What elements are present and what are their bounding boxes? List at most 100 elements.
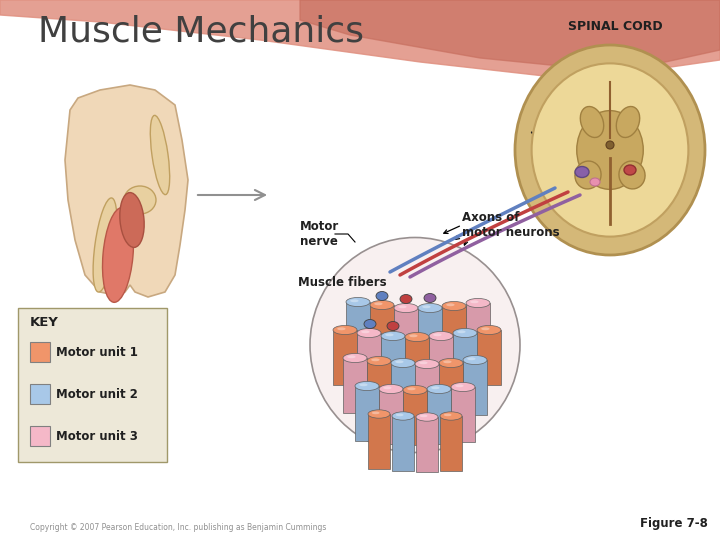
Ellipse shape [439, 359, 463, 368]
Ellipse shape [346, 298, 370, 307]
Ellipse shape [418, 303, 442, 313]
Ellipse shape [619, 161, 645, 189]
Ellipse shape [368, 410, 390, 418]
Ellipse shape [431, 386, 440, 389]
Ellipse shape [580, 106, 603, 138]
Ellipse shape [403, 386, 427, 395]
Bar [391, 363, 415, 418]
Ellipse shape [422, 305, 431, 308]
Ellipse shape [616, 106, 639, 138]
Ellipse shape [333, 326, 357, 335]
Ellipse shape [415, 360, 439, 369]
Bar [466, 303, 490, 358]
Ellipse shape [391, 359, 415, 368]
Bar [30, 384, 50, 404]
Bar [442, 306, 466, 361]
Ellipse shape [409, 334, 418, 338]
Ellipse shape [124, 186, 156, 214]
Bar [463, 360, 487, 415]
Ellipse shape [381, 332, 405, 341]
Bar [30, 426, 50, 446]
Ellipse shape [379, 384, 403, 394]
Bar [392, 416, 414, 471]
Polygon shape [0, 0, 720, 80]
Ellipse shape [575, 161, 601, 189]
Ellipse shape [337, 327, 346, 330]
Ellipse shape [387, 321, 399, 330]
Ellipse shape [467, 357, 476, 360]
Ellipse shape [355, 381, 379, 390]
Ellipse shape [93, 198, 117, 292]
Bar [346, 302, 370, 357]
Bar [440, 416, 462, 471]
Ellipse shape [429, 332, 453, 341]
Ellipse shape [396, 414, 403, 416]
Text: KEY: KEY [30, 315, 59, 328]
Bar [427, 389, 451, 444]
Ellipse shape [444, 360, 451, 363]
Ellipse shape [102, 208, 133, 302]
Bar [405, 337, 429, 392]
Polygon shape [300, 0, 720, 72]
Ellipse shape [372, 411, 379, 414]
Ellipse shape [385, 333, 394, 336]
Ellipse shape [577, 111, 643, 190]
Ellipse shape [446, 303, 454, 306]
Bar [370, 305, 394, 360]
Text: Copyright © 2007 Pearson Education, Inc. publishing as Benjamin Cummings: Copyright © 2007 Pearson Education, Inc.… [30, 523, 326, 532]
Ellipse shape [395, 360, 404, 363]
Bar [416, 417, 438, 472]
Ellipse shape [515, 45, 705, 255]
Ellipse shape [343, 354, 367, 362]
Bar [394, 308, 418, 363]
Ellipse shape [463, 355, 487, 364]
Bar [429, 336, 453, 391]
Text: Motor unit 1: Motor unit 1 [56, 346, 138, 359]
Bar [357, 333, 381, 388]
Polygon shape [65, 85, 188, 297]
Text: SPINAL CORD: SPINAL CORD [567, 20, 662, 33]
Ellipse shape [457, 330, 466, 333]
Bar [477, 330, 501, 385]
Ellipse shape [442, 301, 466, 310]
Text: Muscle Mechanics: Muscle Mechanics [38, 15, 364, 49]
Ellipse shape [470, 300, 479, 303]
Ellipse shape [150, 116, 170, 194]
Ellipse shape [372, 359, 379, 361]
Bar [333, 330, 357, 385]
Bar [415, 364, 439, 419]
Ellipse shape [575, 166, 589, 178]
Ellipse shape [427, 384, 451, 394]
Ellipse shape [398, 305, 407, 308]
Bar [439, 363, 463, 418]
Ellipse shape [416, 413, 438, 421]
Ellipse shape [347, 355, 356, 358]
Ellipse shape [394, 303, 418, 313]
Bar [381, 336, 405, 391]
Ellipse shape [350, 299, 359, 302]
Ellipse shape [408, 387, 415, 390]
Ellipse shape [359, 383, 368, 386]
Ellipse shape [364, 320, 376, 328]
Circle shape [606, 141, 614, 149]
Ellipse shape [481, 327, 490, 330]
Bar [367, 361, 391, 416]
Ellipse shape [444, 414, 451, 416]
Ellipse shape [357, 328, 381, 338]
Text: Axons of
motor neurons: Axons of motor neurons [462, 211, 559, 239]
Ellipse shape [376, 292, 388, 300]
Ellipse shape [400, 294, 412, 303]
Text: Figure 7-8: Figure 7-8 [640, 517, 708, 530]
Bar [30, 342, 50, 362]
Ellipse shape [440, 412, 462, 420]
Text: Muscle fibers: Muscle fibers [298, 275, 387, 288]
Ellipse shape [477, 326, 501, 335]
Text: Motor
nerve: Motor nerve [300, 220, 339, 248]
Ellipse shape [453, 328, 477, 338]
Text: Motor unit 2: Motor unit 2 [56, 388, 138, 401]
Ellipse shape [374, 302, 382, 305]
Bar [451, 387, 475, 442]
Bar [343, 358, 367, 413]
Ellipse shape [420, 415, 428, 417]
Ellipse shape [455, 384, 464, 387]
